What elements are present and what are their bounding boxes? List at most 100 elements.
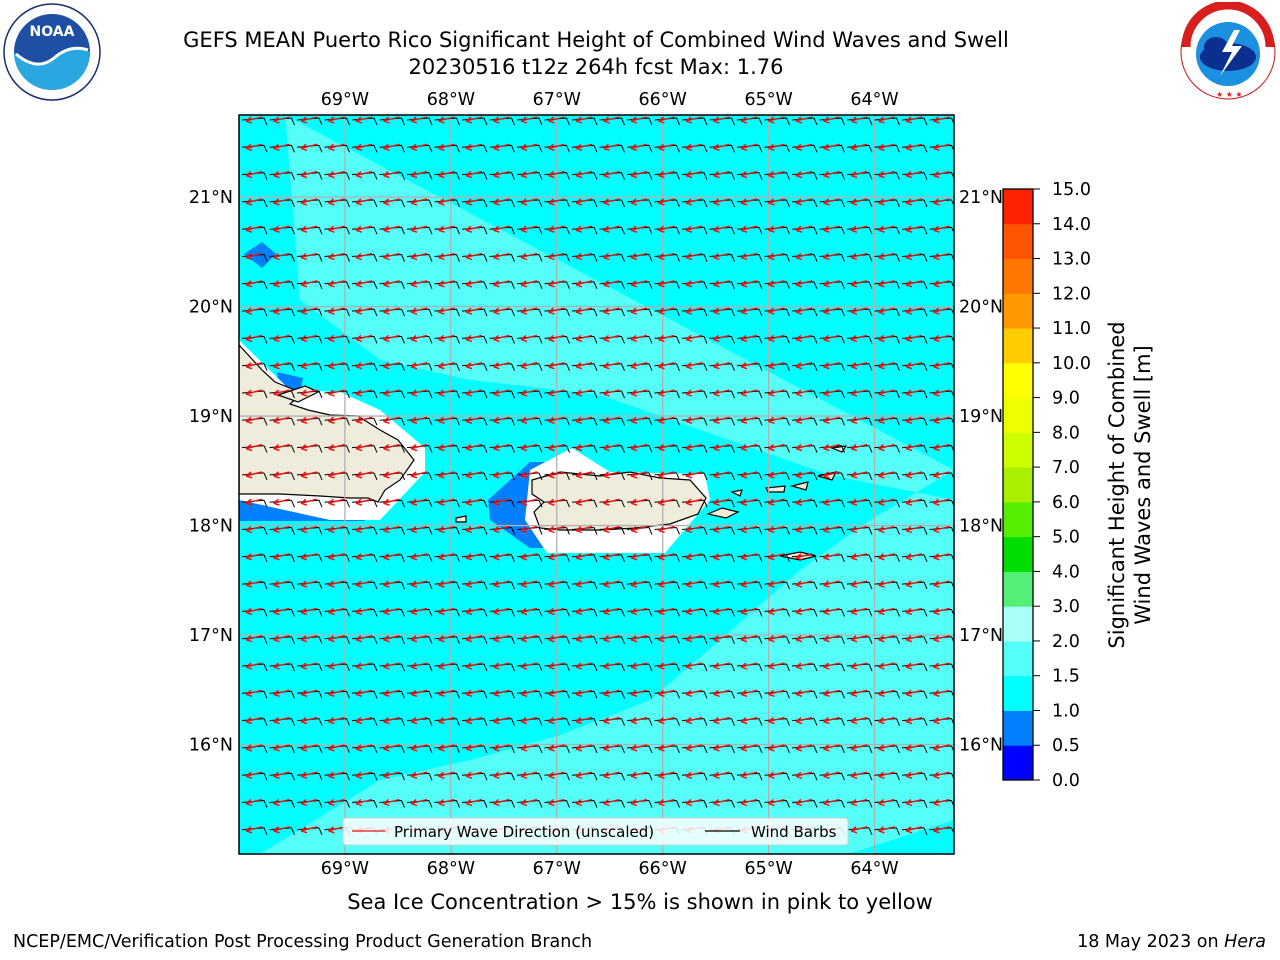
wave-direction-arrow [878,143,895,151]
wave-direction-arrow [685,252,703,261]
wave-direction-arrow [438,771,455,779]
wave-direction-arrow [245,334,263,343]
map-frame [238,114,955,855]
wave-direction-arrow [740,744,758,752]
wave-direction-arrow [823,170,840,179]
wave-direction-arrow [768,580,785,588]
wave-direction-arrow [768,689,785,697]
wave-direction-arrow [933,689,950,697]
wave-direction-arrow [933,471,950,479]
wave-direction-arrow [740,443,758,452]
wave-direction-arrow [740,170,758,179]
footer-host: Hera [1224,932,1266,952]
colorbar: 0.0 0.5 1.0 1.5 2.0 3.0 4.0 5.0 6.0 7.0 8.0 9.0 10.0… [1002,180,1155,791]
wave-direction-arrow [355,771,373,779]
wave-direction-arrow [933,553,950,561]
wave-direction-arrow [355,580,373,588]
footer-producer: NCEP/EMC/Verification Post Processing Pr… [13,932,593,952]
wave-direction-arrow [355,225,373,233]
wave-direction-arrow [713,525,730,534]
wave-direction-arrow [575,334,593,343]
map-plot-area [239,115,954,854]
wave-direction-arrow [273,498,290,506]
wave-direction-arrow [383,198,400,206]
wave-direction-arrow [795,252,813,261]
colorbar-tick-label: 3.0 [1052,597,1080,617]
colorbar-swatch [1003,501,1033,538]
wave-direction-arrow [575,471,593,479]
wave-direction-arrow [548,116,565,124]
noaa-logo-icon: NOAA [3,3,101,101]
wave-direction-arrow [548,280,565,288]
wave-direction-arrow [383,116,400,124]
wave-direction-arrow [410,580,428,588]
wave-direction-arrow [355,116,373,124]
wave-direction-arrow [658,416,675,424]
wave-direction-arrow [383,362,400,370]
wave-direction-arrow [630,607,648,616]
wave-direction-arrow [603,471,620,479]
wave-direction-arrow [300,471,318,479]
wave-direction-arrow [823,498,840,506]
wave-direction-arrow [383,744,400,752]
wave-direction-arrow [603,716,620,725]
wave-direction-arrow [933,635,950,643]
wave-direction-arrow [768,471,785,479]
wave-direction-arrow [823,471,840,479]
wave-direction-arrow [493,525,510,534]
wave-direction-arrow [328,443,345,452]
wave-direction-arrow [383,607,400,616]
wave-direction-arrow [465,334,483,343]
wave-direction-arrow [383,471,400,479]
wave-direction-arrow [823,225,840,233]
wave-direction-arrow [658,225,675,233]
wave-direction-arrow [383,389,400,397]
wave-direction-arrow [850,252,868,261]
wave-direction-arrow [630,553,648,561]
wave-direction-arrow [768,416,785,424]
wave-direction-arrow [685,416,703,424]
wave-direction-arrow [905,553,923,561]
wave-direction-arrow [328,362,345,370]
wave-direction-arrow [740,307,758,315]
wave-direction-arrow [383,143,400,151]
lat-label: 18°N [189,517,233,537]
wave-direction-arrow [273,744,290,752]
wave-direction-arrow [630,771,648,779]
wave-direction-arrow [383,498,400,506]
wave-direction-arrow [355,525,373,534]
wave-direction-arrow [410,225,428,233]
wave-direction-arrow [328,389,345,397]
wave-direction-arrow [713,580,730,588]
colorbar-tick-label: 2.0 [1052,632,1080,652]
map-legend: Primary Wave Direction (unscaled) Wind B… [342,817,849,846]
wave-direction-arrow [520,198,538,206]
wave-direction-arrow [465,716,483,725]
wave-direction-arrow [520,143,538,151]
wave-direction-arrow [603,389,620,397]
wave-direction-arrow [713,771,730,779]
wave-direction-arrow [768,443,785,452]
wave-direction-arrow [245,416,263,424]
wave-direction-arrow [548,225,565,233]
wave-direction-arrow [658,170,675,179]
lon-label: 67°W [533,859,581,879]
wave-direction-arrow [878,771,895,779]
wave-direction-arrow [383,443,400,452]
wave-direction-arrow [438,798,455,807]
wave-direction-arrow [355,471,373,479]
wave-direction-arrow [355,635,373,643]
wave-direction-arrow [933,607,950,616]
colorbar-tick-label: 1.5 [1052,667,1080,687]
wave-direction-arrow [713,744,730,752]
wave-direction-arrow [768,662,785,670]
wave-direction-arrow [823,716,840,725]
wave-direction-arrow [823,443,840,452]
wave-direction-arrow [383,525,400,534]
wave-direction-arrow [603,744,620,752]
wave-direction-arrow [493,362,510,370]
wave-direction-arrow [878,280,895,288]
wave-direction-arrow [300,116,318,124]
wave-direction-arrow [245,116,263,124]
wave-direction-arrow [795,635,813,643]
